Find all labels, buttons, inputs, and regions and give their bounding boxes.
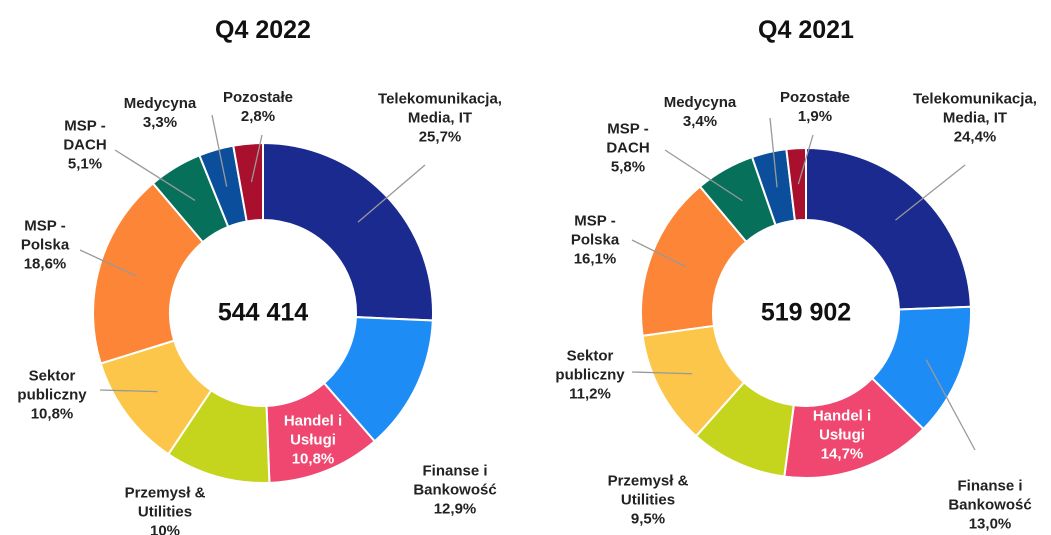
chart-title: Q4 2022 <box>215 16 311 44</box>
category-label: Przemysł & Utilities <box>124 484 206 521</box>
value-label: 10,8% <box>291 450 335 468</box>
value-label: 14,7% <box>820 445 864 463</box>
category-label: MSP - Polska <box>20 217 70 254</box>
segment-label: Finanse i Bankowość 12,9% <box>395 462 515 519</box>
segment-label: Przemysł & Utilities 10% <box>110 484 220 535</box>
leader-line <box>925 359 976 451</box>
value-label: 12,9% <box>433 500 477 518</box>
category-label: Finanse i Bankowość <box>413 462 497 499</box>
value-label: 3,3% <box>142 114 178 131</box>
value-label: 3,4% <box>682 113 718 130</box>
segment-label: Sektor publiczny 11,2% <box>540 347 640 404</box>
value-label: 2,8% <box>240 108 276 125</box>
value-label: 1,9% <box>797 108 833 125</box>
category-label: Medycyna <box>663 94 737 111</box>
leader-line <box>797 134 814 185</box>
segment-label: Handel i Usługi 14,7% <box>797 407 887 464</box>
center-total: 519 902 <box>760 298 852 327</box>
category-label: MSP - Polska <box>570 212 620 249</box>
segment-label: Telekomunikacja, Media, IT 24,4% <box>900 90 1050 147</box>
leader-line <box>79 249 137 277</box>
category-label: Telekomunikacja, Media, IT <box>913 90 1037 127</box>
category-label: Finanse i Bankowość <box>948 477 1032 514</box>
donut-segment <box>262 141 434 322</box>
value-label: 18,6% <box>23 255 67 273</box>
leader-line <box>631 239 686 268</box>
chart-title: Q4 2021 <box>758 16 854 44</box>
center-total: 544 414 <box>217 298 309 327</box>
donut-segment <box>805 146 972 311</box>
segment-label: Finanse i Bankowość 13,0% <box>930 477 1050 534</box>
leader-line <box>769 117 778 188</box>
segment-label: MSP - DACH 5,1% <box>55 117 115 174</box>
leader-line <box>664 149 743 202</box>
donut-segment <box>92 181 205 365</box>
segment-label: Telekomunikacja, Media, IT 25,7% <box>365 90 515 147</box>
segment-label: Handel i Usługi 10,8% <box>268 412 358 469</box>
category-label: MSP - DACH <box>63 117 107 154</box>
leader-line <box>211 114 228 187</box>
value-label: 11,2% <box>569 385 611 403</box>
leader-line <box>357 164 426 223</box>
leader-line <box>250 134 263 183</box>
leader-line <box>631 371 693 375</box>
segment-label: Medycyna 3,4% <box>650 93 750 131</box>
segment-label: Pozostałe 1,9% <box>765 88 865 126</box>
category-label: Handel i Usługi <box>283 412 343 449</box>
category-label: MSP - DACH <box>606 120 650 157</box>
segment-label: MSP - Polska 16,1% <box>560 212 630 269</box>
value-label: 10% <box>149 522 181 535</box>
category-label: Pozostałe <box>779 89 851 106</box>
value-label: 16,1% <box>573 250 617 268</box>
segment-label: MSP - DACH 5,8% <box>598 120 658 177</box>
category-label: Sektor publiczny <box>17 367 87 404</box>
category-label: Sektor publiczny <box>555 347 625 384</box>
segment-label: Przemysł & Utilities 9,5% <box>593 472 703 529</box>
segment-label: Medycyna 3,3% <box>110 94 210 132</box>
value-label: 9,5% <box>630 510 666 528</box>
category-label: Przemysł & Utilities <box>607 472 689 509</box>
value-label: 5,8% <box>610 158 646 176</box>
donut-segment <box>785 146 807 222</box>
category-label: Handel i Usługi <box>812 407 872 444</box>
value-label: 13,0% <box>968 515 1012 533</box>
value-label: 10,8% <box>30 405 74 423</box>
value-label: 25,7% <box>418 128 462 146</box>
value-label: 24,4% <box>953 128 997 146</box>
category-label: Medycyna <box>123 95 197 112</box>
leader-line <box>99 389 158 393</box>
category-label: Pozostałe <box>222 89 294 106</box>
value-label: 5,1% <box>67 155 103 173</box>
segment-label: Pozostałe 2,8% <box>208 88 308 126</box>
category-label: Telekomunikacja, Media, IT <box>378 90 502 127</box>
segment-label: Sektor publiczny 10,8% <box>2 367 102 424</box>
leader-line <box>114 149 196 201</box>
segment-label: MSP - Polska 18,6% <box>10 217 80 274</box>
leader-line <box>895 164 966 221</box>
